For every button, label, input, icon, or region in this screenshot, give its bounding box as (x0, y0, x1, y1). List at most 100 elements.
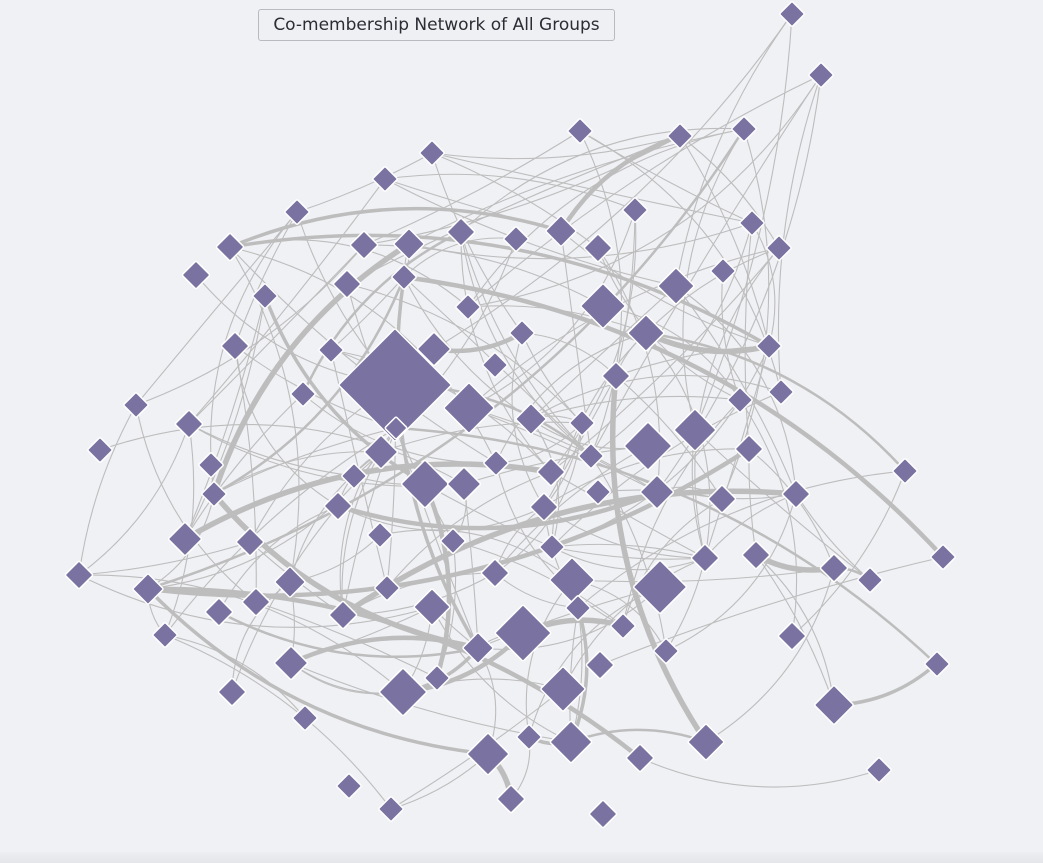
network-node-n28[interactable] (509, 320, 535, 346)
network-node-n82[interactable] (565, 595, 591, 621)
network-node-n30[interactable] (318, 337, 344, 363)
network-node-n71[interactable] (819, 553, 849, 583)
network-node-n37[interactable] (443, 382, 495, 434)
network-node-n59[interactable] (707, 484, 737, 514)
network-node-n1[interactable] (779, 1, 805, 27)
network-node-n10[interactable] (739, 210, 765, 236)
network-node-n93[interactable] (585, 650, 615, 680)
network-node-n70[interactable] (741, 540, 771, 570)
network-node-n41[interactable] (174, 409, 204, 439)
network-node-n18[interactable] (766, 235, 792, 261)
network-node-n72[interactable] (857, 567, 883, 593)
network-node-n76[interactable] (480, 558, 510, 588)
network-node-n60[interactable] (781, 479, 811, 509)
network-node-n20[interactable] (252, 283, 278, 309)
network-node-n84[interactable] (241, 587, 271, 617)
network-node-n110[interactable] (588, 799, 618, 829)
network-node-n87[interactable] (152, 622, 178, 648)
network-node-n51[interactable] (578, 443, 604, 469)
network-node-n34[interactable] (338, 328, 452, 442)
network-node-n65[interactable] (167, 521, 203, 557)
network-node-n38[interactable] (768, 379, 794, 405)
network-node-n94[interactable] (424, 665, 450, 691)
network-node-n19[interactable] (181, 260, 211, 290)
network-node-n96[interactable] (217, 677, 247, 707)
network-node-n27[interactable] (455, 294, 481, 320)
network-node-n6[interactable] (419, 140, 445, 166)
network-node-n11[interactable] (446, 217, 476, 247)
network-node-n31[interactable] (416, 331, 452, 367)
network-node-n106[interactable] (336, 773, 362, 799)
network-node-n46[interactable] (734, 434, 764, 464)
network-node-n56[interactable] (201, 481, 227, 507)
network-node-n104[interactable] (466, 732, 510, 776)
network-node-n101[interactable] (516, 724, 542, 750)
network-node-n111[interactable] (384, 416, 408, 440)
network-node-n45[interactable] (623, 421, 673, 471)
network-node-n54[interactable] (536, 457, 566, 487)
network-node-n55[interactable] (341, 463, 367, 489)
network-node-n68[interactable] (539, 534, 565, 560)
network-node-n78[interactable] (633, 560, 687, 614)
network-node-n83[interactable] (204, 597, 234, 627)
network-node-n91[interactable] (653, 638, 679, 664)
network-node-n36[interactable] (290, 381, 316, 407)
network-node-n80[interactable] (374, 575, 400, 601)
network-node-n107[interactable] (496, 784, 526, 814)
network-node-n61[interactable] (892, 458, 918, 484)
network-node-n57[interactable] (585, 479, 611, 505)
network-node-n86[interactable] (610, 613, 636, 639)
network-node-n108[interactable] (866, 757, 892, 783)
network-node-n33[interactable] (482, 352, 508, 378)
network-node-n58[interactable] (639, 474, 675, 510)
network-node-n75[interactable] (274, 566, 306, 598)
network-node-n92[interactable] (273, 645, 309, 681)
network-node-n67[interactable] (440, 528, 466, 554)
network-node-n73[interactable] (930, 544, 956, 570)
network-node-n89[interactable] (462, 632, 494, 664)
network-node-n23[interactable] (657, 267, 695, 305)
network-node-n50[interactable] (483, 450, 509, 476)
network-node-n44[interactable] (673, 408, 717, 452)
network-node-n13[interactable] (349, 230, 379, 260)
network-node-n79[interactable] (132, 573, 164, 605)
network-node-n74[interactable] (64, 560, 94, 590)
network-node-n22[interactable] (391, 264, 417, 290)
network-node-n52[interactable] (400, 459, 450, 509)
network-node-n17[interactable] (583, 233, 613, 263)
network-node-n53[interactable] (446, 466, 482, 502)
network-node-n85[interactable] (328, 600, 358, 630)
network-node-n100[interactable] (292, 705, 318, 731)
network-node-n43[interactable] (569, 410, 595, 436)
network-node-n16[interactable] (545, 215, 577, 247)
network-node-n24[interactable] (710, 258, 736, 284)
network-node-n29[interactable] (220, 331, 250, 361)
network-node-n62[interactable] (323, 491, 353, 521)
network-node-n102[interactable] (549, 720, 593, 764)
network-node-n8[interactable] (284, 199, 310, 225)
network-node-n66[interactable] (235, 527, 265, 557)
network-node-n64[interactable] (367, 522, 393, 548)
network-node-n39[interactable] (727, 387, 753, 413)
network-node-n32[interactable] (756, 333, 782, 359)
network-node-n48[interactable] (363, 434, 399, 470)
network-node-n98[interactable] (540, 666, 586, 712)
network-node-n4[interactable] (667, 123, 693, 149)
network-node-n25[interactable] (580, 283, 626, 329)
network-node-n9[interactable] (622, 197, 648, 223)
network-node-n5[interactable] (567, 118, 593, 144)
network-node-n47[interactable] (87, 437, 113, 463)
network-node-n40[interactable] (123, 392, 149, 418)
network-node-n14[interactable] (215, 232, 245, 262)
network-node-n97[interactable] (378, 667, 428, 717)
network-node-n7[interactable] (372, 166, 398, 192)
network-node-n26[interactable] (627, 314, 665, 352)
network-node-n88[interactable] (494, 604, 552, 662)
network-node-n21[interactable] (332, 269, 362, 299)
network-node-n103[interactable] (687, 723, 725, 761)
network-node-n3[interactable] (731, 116, 757, 142)
network-node-n69[interactable] (690, 543, 720, 573)
network-node-n109[interactable] (378, 796, 404, 822)
network-node-n12[interactable] (393, 228, 425, 260)
network-node-n105[interactable] (625, 743, 655, 773)
